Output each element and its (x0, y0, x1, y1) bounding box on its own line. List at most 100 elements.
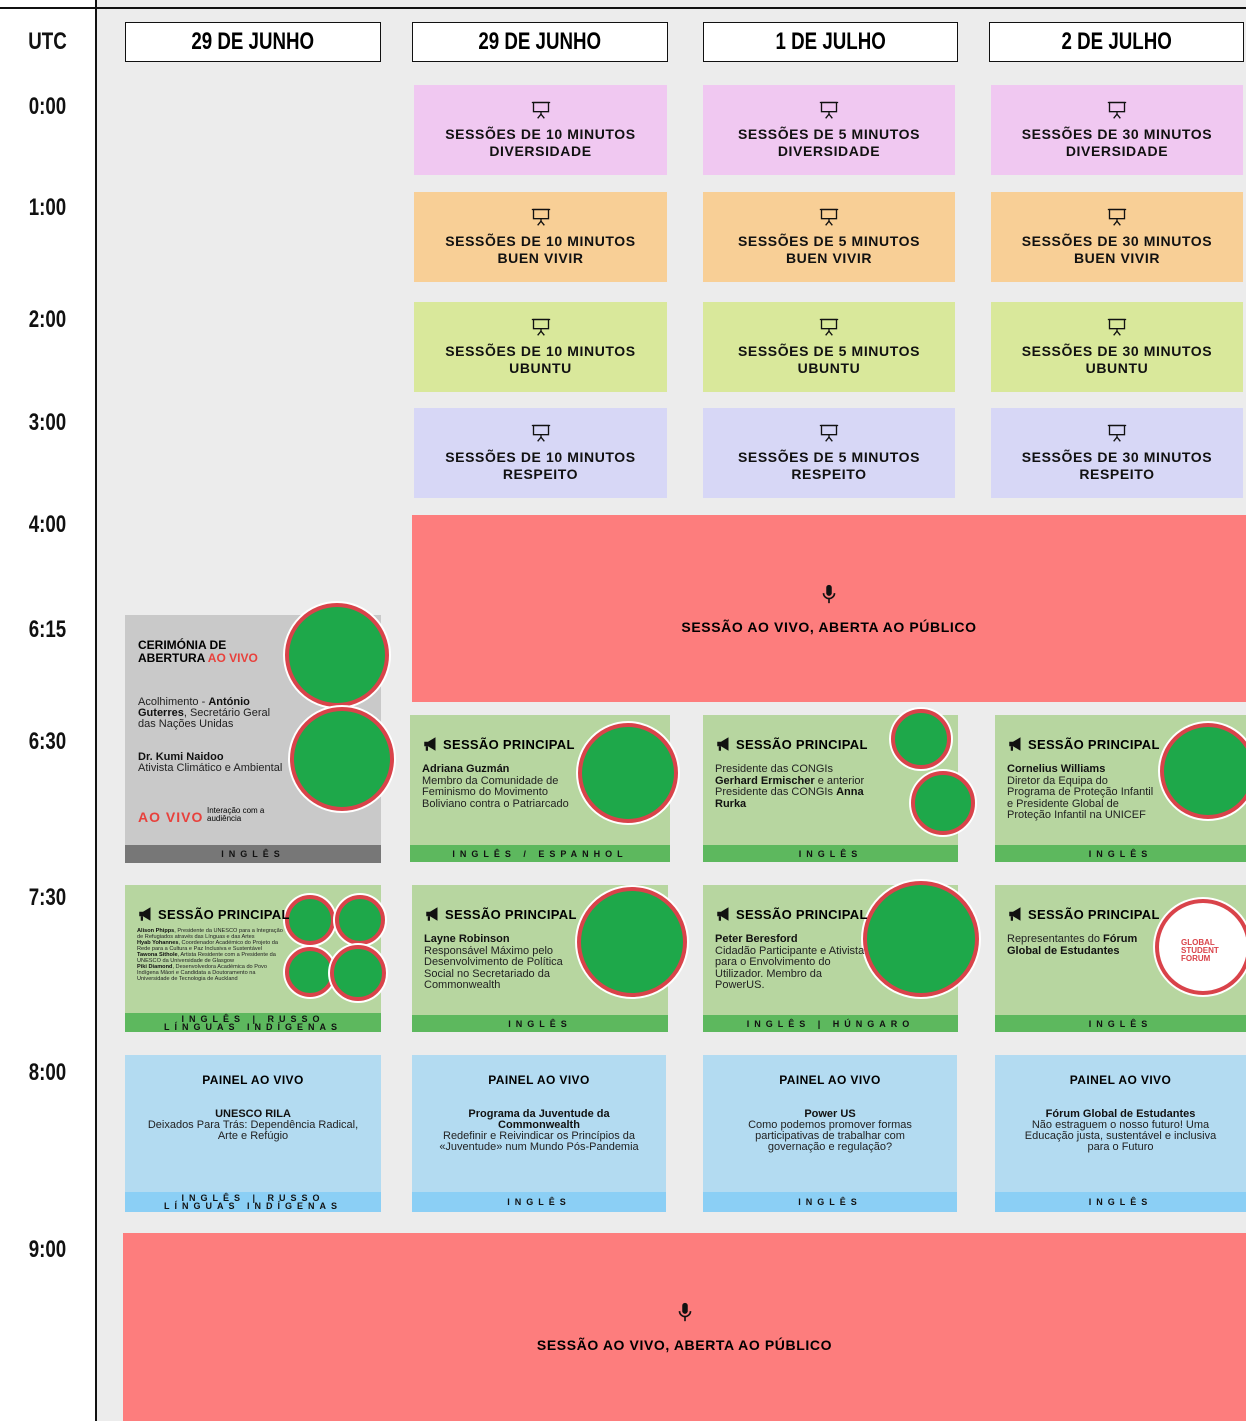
paragraph: Como podemos promover formas participati… (725, 1120, 935, 1153)
session-track: RESPEITO (502, 466, 579, 482)
session-title: SESSÕES DE 30 MINUTOS (1021, 343, 1213, 359)
session-block: SESSÕES DE 5 MINUTOS BUEN VIVIR (703, 192, 955, 282)
session-heading: SESSÃO PRINCIPAL (1007, 735, 1160, 753)
screen-icon (531, 424, 550, 442)
language-strip: INGLÊS / ESPANHOL (410, 845, 670, 862)
name-text: António Guterres (138, 696, 250, 719)
interaction-text: Interação com a audiência (207, 806, 265, 823)
paragraph: Ativista Climático e Ambiental (138, 763, 288, 774)
horn-icon (139, 907, 151, 921)
screen-icon (1107, 424, 1127, 442)
name-text: Programa da Juventude da Commonwealth (468, 1108, 610, 1131)
session-title: SESSÕES DE 30 MINUTOS (1021, 233, 1213, 249)
session-block: SESSÕES DE 10 MINUTOS DIVERSIDADE (414, 85, 667, 175)
paragraph: Presidente das CONGIs Gerhard Ermischer … (715, 763, 865, 810)
session-title: SESSÕES DE 10 MINUTOS (445, 343, 636, 359)
body-text: Diretor da Equipa do Programa de Proteçã… (1007, 774, 1154, 821)
day-header: 2 DE JULHO (989, 22, 1244, 62)
screen-icon (1107, 318, 1127, 336)
session-title: SESSÕES DE 10 MINUTOS (445, 449, 636, 465)
name-text: Power US (804, 1108, 856, 1120)
panel-heading: PAINEL AO VIVO (1069, 1073, 1172, 1087)
session-track: DIVERSIDADE (489, 143, 592, 159)
horn-icon (1009, 737, 1021, 751)
title-text: CERIMÓNIA DE ABERTURA (138, 638, 227, 665)
logo-text: STUDENT (1181, 946, 1219, 955)
screen-icon (1107, 101, 1127, 119)
paragraph: Piki Diamond, Desenvolvedora Académica d… (137, 964, 287, 982)
session-block: SESSÕES DE 30 MINUTOS RESPEITO (991, 408, 1243, 498)
logo-text: GLOBAL (1181, 938, 1215, 947)
paragraph: Redefinir e Reivindicar os Princípios da… (434, 1131, 644, 1153)
screen-icon (819, 208, 839, 226)
main-session: SESSÃO PRINCIPAL Layne Robinson Responsáve… (412, 885, 687, 1032)
body-text: , Presidente da UNESCO para a Integração… (137, 928, 283, 940)
session-title: SESSÕES DE 5 MINUTOS (737, 449, 921, 465)
paragraph: Peter Beresford (715, 933, 865, 946)
horn-icon (424, 737, 436, 751)
session-heading: SESSÃO PRINCIPAL (422, 735, 575, 753)
time-label: 6:15 (28, 616, 67, 643)
paragraph: Membro da Comunidade de Feminismo do Mov… (422, 774, 572, 811)
speaker-photo (863, 881, 979, 997)
heading-text: SESSÃO PRINCIPAL (736, 736, 868, 752)
logo: GLOBAL STUDENT FORUM (1181, 939, 1219, 963)
description: Acolhimento - António Guterres, Secretár… (138, 697, 288, 774)
session-block: SESSÕES DE 30 MINUTOS UBUNTU (991, 302, 1243, 392)
paragraph: Power US (725, 1109, 935, 1120)
session-block: SESSÕES DE 30 MINUTOS BUEN VIVIR (991, 192, 1243, 282)
body-text: Representantes do (1007, 933, 1104, 945)
time-label: 0:00 (28, 93, 67, 120)
top-border (0, 7, 1246, 9)
time-label: 2:00 (28, 306, 67, 333)
speaker-photo (577, 887, 687, 997)
session-heading: SESSÃO PRINCIPAL (424, 905, 577, 923)
session-track: DIVERSIDADE (1065, 143, 1169, 159)
session-title: SESSÕES DE 10 MINUTOS (445, 233, 636, 249)
paragraph: Deixados Para Trás: Dependência Radical,… (147, 1120, 359, 1142)
main-session: SESSÃO PRINCIPAL Adriana Guzmán Membro da … (410, 715, 678, 862)
main-session: SESSÃO PRINCIPAL Presidente das CONGIs Ge… (703, 709, 975, 862)
speaker-photo (891, 709, 951, 769)
screen-icon (531, 318, 550, 336)
panel-block: PAINEL AO VIVO Programa da Juventude da C… (412, 1055, 666, 1212)
name-text: Layne Robinson (424, 933, 510, 945)
opening-title: CERIMÓNIA DE ABERTURA AO VIVO (138, 639, 268, 665)
description: Cornelius Williams Diretor da Equipa do P… (1007, 763, 1157, 822)
session-title: SESSÕES DE 5 MINUTOS (737, 233, 921, 249)
language-strip: INGLÊS | HÚNGARO (703, 1015, 958, 1032)
session-block: SESSÕES DE 5 MINUTOS UBUNTU (703, 302, 955, 392)
language-text: LÍNGUAS INDÍGENAS (163, 1021, 342, 1032)
body-text: Responsável Máximo pelo Desenvolvimento … (424, 944, 563, 991)
speaker-photo (1155, 899, 1246, 995)
horn-icon (717, 907, 729, 921)
language-strip: INGLÊS (412, 1015, 668, 1032)
session-block: SESSÕES DE 10 MINUTOS RESPEITO (414, 408, 667, 498)
paragraph: Não estraguem o nosso futuro! Uma Educaç… (1017, 1120, 1224, 1153)
speaker-photo (330, 945, 386, 1001)
panel-block: PAINEL AO VIVO Fórum Global de Estudantes… (995, 1055, 1246, 1212)
session-block: SESSÕES DE 10 MINUTOS UBUNTU (414, 302, 667, 392)
paragraph: Diretor da Equipa do Programa de Proteçã… (1007, 774, 1157, 822)
language-text: INGLÊS | HÚNGARO (746, 1018, 915, 1029)
time-divider (95, 0, 97, 1421)
day-label: 1 DE JULHO (775, 28, 886, 55)
speaker-photo (911, 771, 975, 835)
session-block: SESSÕES DE 5 MINUTOS DIVERSIDADE (703, 85, 955, 175)
language-text: INGLÊS | RUSSO (181, 1013, 325, 1024)
paragraph: Tawona Sithole, Artista Residente com a … (137, 952, 287, 964)
paragraph: Layne Robinson (424, 933, 574, 946)
language-text: INGLÊS (798, 848, 863, 859)
screen-icon (819, 318, 839, 336)
body-text: Membro da Comunidade de Feminismo do Mov… (422, 774, 569, 810)
description: Representantes do Fórum Global de Estuda… (1007, 933, 1157, 957)
body-text: , Coordenador Académico do Projeto da Re… (137, 940, 278, 952)
language-strip: INGLÊS (412, 1192, 666, 1212)
language-strip: INGLÊS (703, 845, 958, 862)
description: Presidente das CONGIs Gerhard Ermischer … (715, 763, 865, 810)
paragraph: Programa da Juventude da Commonwealth (434, 1109, 644, 1131)
paragraph: Cidadão Participante e Ativista para o E… (715, 945, 865, 992)
day-header: 29 DE JUNHO (125, 22, 381, 62)
logo-text: FORUM (1181, 954, 1211, 963)
